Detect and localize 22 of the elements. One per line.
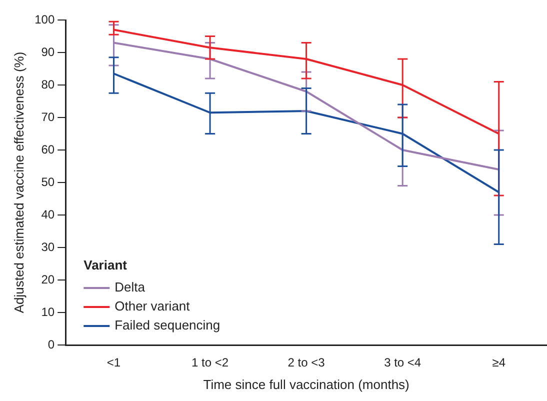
y-axis-title: Adjusted estimated vaccine effectiveness (%) [11,52,26,314]
y-tick-label: 0 [48,337,55,352]
x-axis-title: Time since full vaccination (months) [203,376,410,392]
y-tick-label: 80 [41,77,55,92]
x-tick-label: 1 to <2 [192,356,229,370]
x-tick-label: ≥4 [492,356,506,370]
x-tick-label: 3 to <4 [384,356,422,370]
x-tick-label: 2 to <3 [288,356,326,370]
legend-label: Other variant [114,298,190,314]
y-tick-label: 70 [41,110,55,124]
y-tick-label: 40 [41,207,55,222]
legend-label: Failed sequencing [114,318,220,333]
y-tick-label: 100 [34,12,55,26]
y-tick-label: 30 [41,240,55,254]
x-tick-label: <1 [106,356,121,370]
y-tick-label: 20 [41,272,55,286]
legend-label: Delta [114,280,146,295]
y-tick-label: 10 [41,304,55,319]
y-tick-label: 90 [41,44,55,59]
y-tick-label: 60 [41,142,55,156]
legend-title: Variant [84,258,128,273]
y-tick-label: 50 [41,174,55,189]
